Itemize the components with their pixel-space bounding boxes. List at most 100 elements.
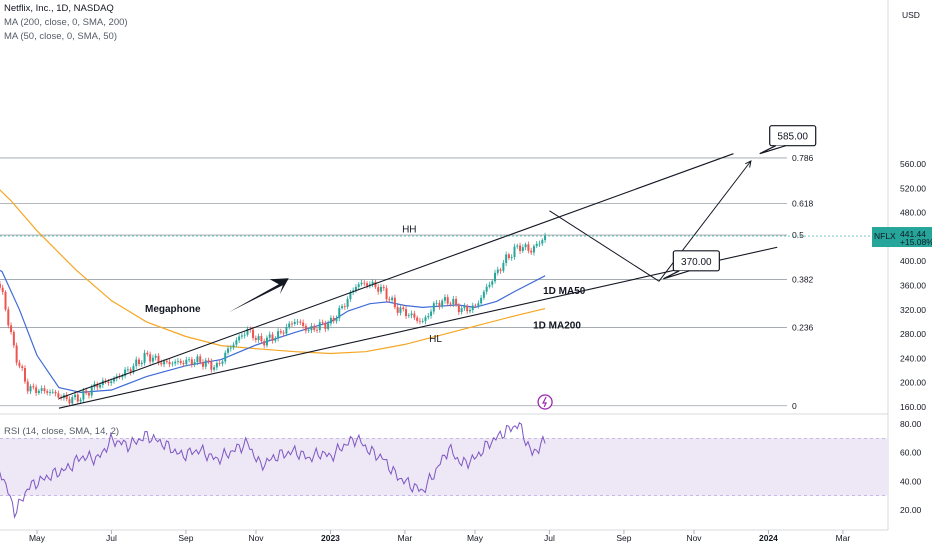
candle-body [290,323,293,325]
candle-body [257,336,260,341]
candle-body [488,284,491,287]
candle-body [544,235,547,241]
symbol-legend[interactable]: Netflix, Inc., 1D, NASDAQ [4,3,114,14]
price-badge-change: +15.08% [900,237,932,247]
candle-body [480,297,483,304]
candle-body [196,356,199,363]
time-tick-label: 2024 [759,533,778,543]
candle-body [210,361,213,370]
candle-body [349,292,352,300]
fib-level-label: 0.236 [792,322,814,332]
candle-body [151,357,154,362]
fib-level-label: 0 [792,401,797,411]
candle-body [338,307,341,319]
candle-body [377,287,380,292]
target-callout-label: 370.00 [681,257,712,268]
candle-body [421,321,424,322]
candle-body [521,247,524,251]
candle-body [535,243,538,247]
candle-body [277,331,280,339]
candle-body [316,329,319,331]
candle-body [407,315,410,317]
candle-body [452,298,455,305]
candle-body [388,299,391,301]
price-tick-label: 200.00 [900,378,926,388]
rsi-tick-label: 40.00 [900,476,922,486]
candle-body [182,362,185,365]
candle-body [179,360,182,363]
candle-body [371,281,374,285]
candle-body [510,257,513,259]
candle-body [463,306,466,309]
candle-body [135,359,138,366]
candle-body [538,243,541,245]
candle-body [15,345,18,363]
lightning-icon [537,394,553,410]
candle-body [176,360,179,362]
price-tick-label: 320.00 [900,305,926,315]
channel-upper-line [58,153,734,400]
candle-body [357,284,360,287]
candle-body [502,262,505,271]
target-callout-pointer [663,270,690,280]
candle-body [346,299,349,307]
ma50-chart-label: 1D MA50 [543,286,586,297]
candle-body [29,386,32,392]
candle-body [527,244,530,251]
candle-body [0,283,1,288]
time-tick-label: Sep [616,533,631,543]
pattern-label-hh: HH [402,225,416,236]
price-badge-ticker: NFLX [874,231,896,241]
price-tick-label: 360.00 [900,281,926,291]
candle-body [57,393,60,398]
time-tick-label: Jul [544,533,555,543]
candle-body [299,321,302,323]
candle-body [129,369,132,373]
candle-body [382,286,385,289]
candle-body [446,297,449,304]
candle-body [149,354,152,362]
candle-body [491,281,494,285]
candle-body [7,309,10,326]
candle-body [224,352,227,362]
time-tick-label: Nov [248,533,264,543]
candle-body [482,291,485,298]
candle-body [35,387,38,394]
ma50-legend[interactable]: MA (50, close, 0, SMA, 50) [4,31,117,42]
candle-body [313,326,316,330]
candle-body [321,322,324,324]
lightning-bolt [542,396,548,408]
candle-body [40,388,43,391]
candle-body [354,286,357,291]
candle-body [499,269,502,271]
candle-body [171,363,174,365]
candle-body [96,383,99,388]
candle-body [332,317,335,322]
rsi-line [0,422,546,519]
candle-body [243,334,246,336]
candle-body [174,361,177,364]
candle-body [379,286,382,292]
candle-body [12,332,15,346]
candle-body [238,336,241,341]
candle-body [296,321,299,323]
candle-body [51,391,54,393]
candle-body [360,282,363,285]
megaphone-arrow [228,278,289,313]
candle-body [363,282,366,284]
rsi-tick-label: 20.00 [900,505,922,515]
time-tick-label: May [467,533,484,543]
candle-body [193,362,196,365]
candle-body [532,246,535,253]
time-tick-label: Mar [836,533,851,543]
candle-body [124,369,127,376]
candle-body [49,392,52,393]
candle-body [455,298,458,305]
candle-body [10,325,13,333]
fib-level-label: 0.786 [792,153,814,163]
candle-body [416,317,419,321]
ma200-legend[interactable]: MA (200, close, 0, SMA, 200) [4,17,128,28]
rsi-legend[interactable]: RSI (14, close, SMA, 14, 2) [4,426,120,437]
